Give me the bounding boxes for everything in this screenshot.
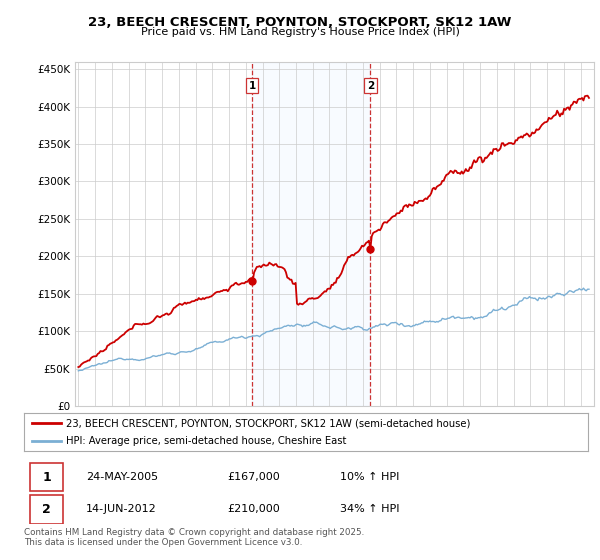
Bar — [252, 62, 370, 406]
Text: 24-MAY-2005: 24-MAY-2005 — [86, 472, 158, 482]
Text: £167,000: £167,000 — [227, 472, 280, 482]
Text: HPI: Average price, semi-detached house, Cheshire East: HPI: Average price, semi-detached house,… — [66, 436, 347, 446]
Text: 23, BEECH CRESCENT, POYNTON, STOCKPORT, SK12 1AW (semi-detached house): 23, BEECH CRESCENT, POYNTON, STOCKPORT, … — [66, 418, 470, 428]
Text: 14-JUN-2012: 14-JUN-2012 — [86, 505, 157, 515]
Text: 34% ↑ HPI: 34% ↑ HPI — [340, 505, 400, 515]
Text: 23, BEECH CRESCENT, POYNTON, STOCKPORT, SK12 1AW: 23, BEECH CRESCENT, POYNTON, STOCKPORT, … — [88, 16, 512, 29]
Text: Contains HM Land Registry data © Crown copyright and database right 2025.
This d: Contains HM Land Registry data © Crown c… — [24, 528, 364, 547]
FancyBboxPatch shape — [29, 463, 64, 492]
Text: 1: 1 — [248, 81, 256, 91]
Text: 2: 2 — [42, 503, 51, 516]
Text: 2: 2 — [367, 81, 374, 91]
FancyBboxPatch shape — [29, 495, 64, 524]
Text: 1: 1 — [42, 471, 51, 484]
Text: 10% ↑ HPI: 10% ↑ HPI — [340, 472, 399, 482]
Text: Price paid vs. HM Land Registry's House Price Index (HPI): Price paid vs. HM Land Registry's House … — [140, 27, 460, 37]
Text: £210,000: £210,000 — [227, 505, 280, 515]
